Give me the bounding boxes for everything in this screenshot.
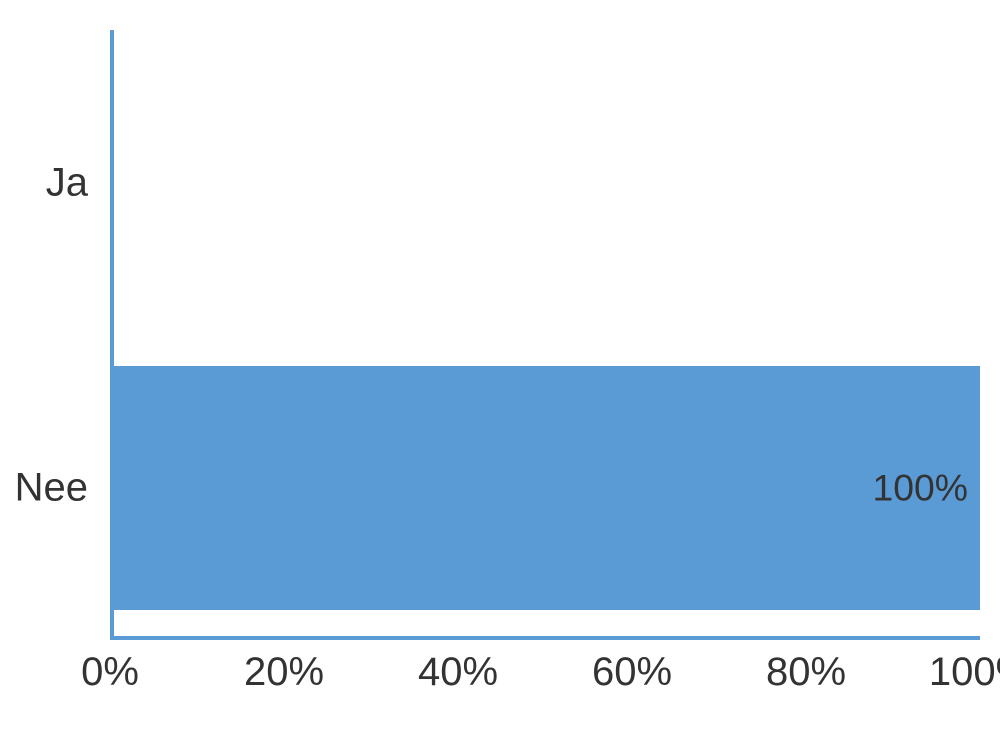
chart-container: 100% Ja Nee 0% 20% 40% 60% 80% 100%	[0, 0, 1000, 750]
y-category-label-nee: Nee	[0, 465, 100, 510]
x-tick-80: 80%	[766, 650, 846, 695]
x-axis-line	[110, 636, 980, 640]
x-tick-60: 60%	[592, 650, 672, 695]
x-tick-0: 0%	[81, 650, 139, 695]
bar-nee: 100%	[114, 366, 980, 610]
x-tick-20: 20%	[244, 650, 324, 695]
x-tick-40: 40%	[418, 650, 498, 695]
bar-nee-value-label: 100%	[873, 466, 968, 509]
x-tick-100: 100%	[929, 650, 1000, 695]
plot-area: 100%	[110, 30, 980, 640]
y-category-label-ja: Ja	[0, 160, 100, 205]
